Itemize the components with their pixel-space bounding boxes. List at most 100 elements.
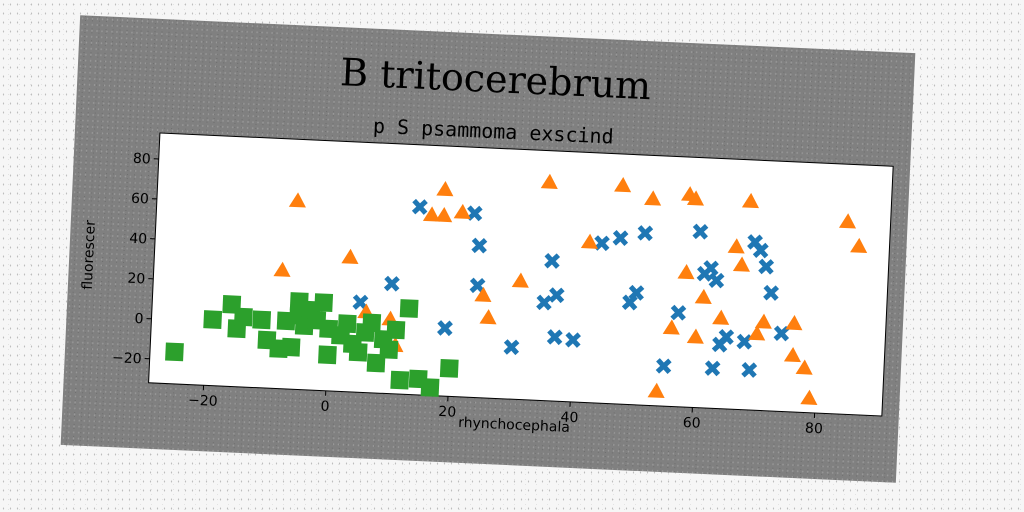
x-axis-label: rhynchocephala: [458, 415, 570, 436]
x-tick-label: −20: [188, 393, 218, 410]
triangle-marker-point: [677, 264, 695, 280]
x-marker-point: [536, 294, 553, 311]
square-marker-point: [281, 337, 301, 357]
triangle-marker-point: [644, 190, 662, 206]
triangle-marker-point: [795, 359, 813, 375]
triangle-marker-point: [288, 192, 306, 208]
triangle-marker-point: [614, 177, 632, 193]
x-marker-point: [628, 284, 645, 301]
x-marker-point: [621, 294, 638, 311]
triangle-marker-point: [686, 190, 705, 206]
chart-figure: B tritocerebrum p S psammoma exscind −20…: [60, 15, 916, 483]
chart-subtitle: p S psammoma exscind: [373, 114, 615, 149]
triangle-marker-point: [850, 237, 868, 254]
triangle-marker-point: [686, 328, 704, 344]
triangle-marker-point: [341, 248, 359, 264]
square-marker-point: [252, 310, 272, 330]
triangle-marker-point: [741, 192, 760, 209]
square-marker-point: [234, 307, 253, 327]
scatter-chart: B tritocerebrum p S psammoma exscind −20…: [80, 50, 894, 438]
triangle-marker-point: [783, 346, 801, 363]
x-marker-point: [752, 242, 769, 259]
square-marker-point: [390, 370, 410, 390]
x-marker-point: [703, 260, 719, 277]
chart-title: B tritocerebrum: [339, 50, 652, 108]
x-marker-point: [546, 329, 563, 346]
triangle-marker-point: [436, 181, 454, 197]
triangle-marker-point: [785, 314, 803, 331]
square-marker-point: [366, 353, 386, 373]
triangle-marker-point: [479, 309, 497, 325]
x-marker-point: [548, 287, 565, 304]
triangle-marker-point: [838, 213, 857, 229]
square-marker-point: [439, 358, 459, 378]
y-tick-label: −20: [112, 350, 142, 367]
x-tick-label: 20: [438, 404, 457, 421]
triangle-marker-point: [580, 233, 598, 249]
triangle-marker-point: [662, 319, 680, 335]
x-marker-point: [763, 284, 780, 301]
x-marker-point: [437, 320, 453, 337]
square-marker-point: [386, 320, 406, 340]
x-marker-point: [411, 198, 428, 215]
triangle-marker-point: [511, 272, 529, 288]
x-marker-point: [708, 272, 725, 289]
x-marker-point: [655, 358, 672, 375]
square-marker-point: [399, 299, 419, 318]
x-marker-point: [565, 331, 581, 348]
triangle-marker-point: [727, 238, 745, 254]
x-marker-point: [736, 333, 753, 350]
square-marker-point: [314, 293, 334, 312]
x-marker-point: [773, 325, 790, 342]
square-marker-point: [337, 314, 357, 334]
square-marker-point: [203, 310, 223, 329]
triangle-marker-point: [800, 389, 818, 405]
triangle-marker-point: [273, 261, 291, 277]
triangle-marker-point: [435, 206, 453, 223]
triangle-marker-point: [732, 256, 750, 272]
x-tick-label: 40: [560, 409, 579, 426]
square-marker-point: [379, 340, 399, 360]
x-marker-point: [352, 294, 369, 311]
y-tick-label: 80: [133, 151, 152, 168]
x-marker-point: [704, 360, 721, 377]
x-marker-point: [544, 252, 561, 269]
square-marker-point: [165, 342, 184, 362]
x-marker-point: [503, 339, 520, 356]
triangle-marker-point: [422, 206, 440, 222]
data-marks: [165, 173, 868, 405]
x-tick-label: 60: [682, 415, 701, 432]
x-marker-point: [471, 237, 488, 254]
x-marker-point: [469, 277, 486, 294]
x-tick-label: 0: [320, 399, 330, 415]
triangle-marker-point: [748, 325, 766, 341]
x-marker-point: [718, 328, 735, 345]
x-marker-point: [758, 258, 775, 275]
triangle-marker-point: [474, 286, 492, 303]
x-marker-point: [466, 205, 483, 222]
square-marker-point: [318, 345, 337, 365]
x-marker-point: [637, 225, 654, 242]
x-marker-point: [670, 304, 687, 321]
triangle-marker-point: [647, 382, 665, 399]
y-tick-label: 0: [134, 311, 144, 327]
x-marker-point: [383, 275, 400, 292]
square-marker-point: [362, 313, 382, 333]
y-tick-label: 60: [131, 191, 150, 208]
square-marker-point: [420, 378, 440, 397]
triangle-marker-point: [754, 313, 772, 329]
y-tick-label: 20: [127, 271, 146, 288]
y-axis-label: fluorescer: [80, 220, 99, 291]
axis-ticks: −20 0 20 40 60 80 −20 0 20 40 60 80: [112, 151, 824, 438]
y-tick-label: 40: [129, 231, 148, 248]
x-marker-point: [692, 223, 709, 240]
x-marker-point: [741, 362, 758, 378]
triangle-marker-point: [694, 288, 712, 305]
x-tick-label: 80: [805, 421, 824, 438]
triangle-marker-point: [453, 203, 471, 220]
triangle-marker-point: [540, 173, 558, 189]
x-marker-point: [593, 235, 610, 252]
triangle-marker-point: [712, 309, 730, 325]
x-marker-point: [612, 230, 629, 246]
square-marker-point: [348, 342, 368, 362]
